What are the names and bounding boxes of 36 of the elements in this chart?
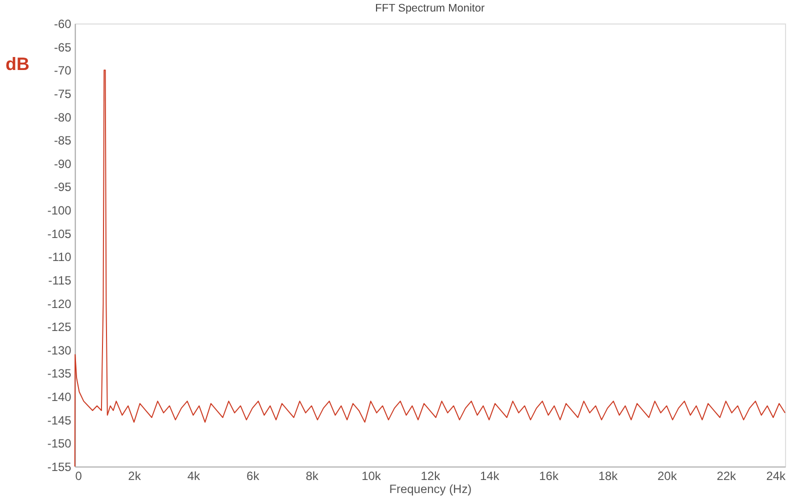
y-tick-label: -75 <box>54 86 72 101</box>
y-tick-label: -80 <box>54 110 72 124</box>
y-tick-label: -60 <box>54 17 72 32</box>
x-tick-label: 18k <box>598 468 618 483</box>
x-tick-label: 8k <box>306 468 318 483</box>
x-tick-label: 20k <box>658 468 677 483</box>
y-tick-label: -105 <box>47 226 72 241</box>
y-tick-label: -150 <box>47 436 72 451</box>
y-tick-label: -70 <box>54 64 72 78</box>
y-tick-label: -135 <box>47 366 72 381</box>
x-tick-label: 24k <box>766 468 786 483</box>
y-axis-title: dB <box>5 54 30 74</box>
y-tick-label: -115 <box>48 273 72 288</box>
x-tick-label: 4k <box>187 468 200 483</box>
y-tick-label: -120 <box>47 296 72 311</box>
y-tick-label: -95 <box>54 180 72 194</box>
x-tick-label: 6k <box>246 468 260 483</box>
y-tick-label: -125 <box>47 320 72 334</box>
x-tick-label: 14k <box>480 468 500 483</box>
y-tick-label: -130 <box>47 343 72 358</box>
x-tick-label: 12k <box>420 468 440 483</box>
y-tick-label: -65 <box>54 40 72 54</box>
y-tick-label: -155 <box>47 460 72 474</box>
y-tick-label: -145 <box>47 413 72 428</box>
x-tick-label: 16k <box>539 468 558 483</box>
x-tick-label: 22k <box>716 468 736 483</box>
x-axis-title: Frequency (Hz) <box>389 482 472 496</box>
y-tick-label: -85 <box>54 134 72 148</box>
y-tick-label: -100 <box>47 204 72 218</box>
x-tick-label: 0 <box>75 468 82 483</box>
chart-title: FFT Spectrum Monitor <box>375 2 486 15</box>
x-tick-label: 2k <box>128 468 141 483</box>
y-tick-label: -140 <box>47 390 72 404</box>
x-tick-label: 10k <box>362 468 381 483</box>
y-tick-label: -90 <box>54 156 72 171</box>
y-tick-label: -110 <box>48 250 72 264</box>
